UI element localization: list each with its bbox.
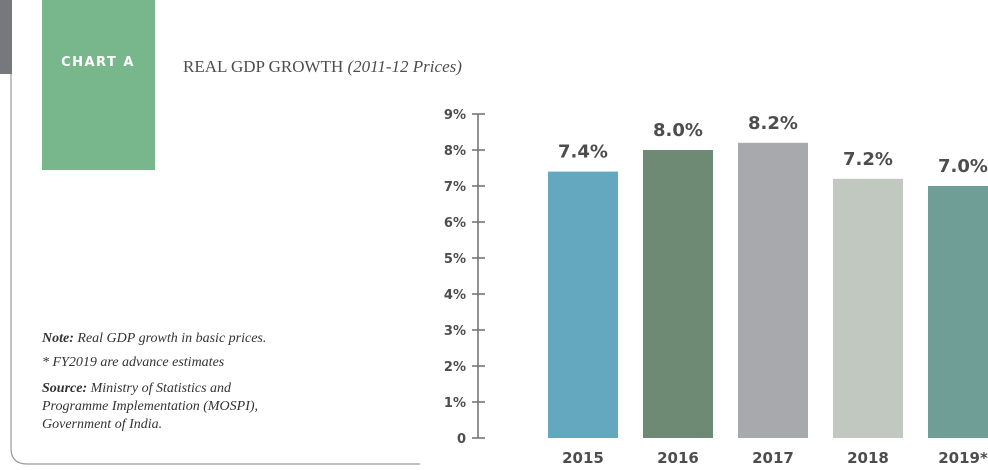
bar (738, 142, 808, 439)
x-tick-label: 2015 (562, 449, 604, 467)
note-text: Real GDP growth in basic prices. (76, 331, 266, 346)
source-label: Source: (42, 381, 87, 396)
value-label: 8.0% (653, 120, 703, 141)
x-tick-label: 2018 (847, 449, 889, 467)
bar (643, 150, 713, 438)
tag-box (42, 0, 155, 170)
tag: CHART A (61, 55, 135, 70)
side-accent (0, 0, 12, 74)
y-tick-label: 3% (444, 324, 466, 339)
y-tick-label: 4% (444, 288, 466, 303)
subtitle: (2011-12 Prices) (347, 57, 462, 76)
value-label: 7.0% (938, 156, 988, 177)
chart-title: REAL GDP GROWTH (2011-12 Prices) (183, 57, 462, 76)
source: Source: Ministry of Statistics and Progra… (41, 381, 258, 432)
y-tick-label: 6% (444, 216, 466, 231)
value-label: 8.2% (748, 113, 798, 134)
value-label: 7.4% (558, 142, 608, 163)
bar (548, 171, 618, 438)
y-tick-label: 5% (444, 252, 466, 267)
bar (833, 178, 903, 439)
bar (928, 186, 988, 438)
source-line: Ministry of Statistics and (90, 381, 232, 396)
source-line: Programme Implementation (MOSPI), (41, 399, 258, 414)
y-tick-label: 2% (444, 360, 466, 375)
y-tick-label: 1% (444, 396, 466, 411)
x-tick-label: 2019* (938, 449, 988, 467)
y-tick-label: 0 (457, 432, 466, 447)
note-label: Note: (41, 331, 74, 346)
value-label: 7.2% (843, 149, 893, 170)
y-tick-label: 8% (444, 144, 466, 159)
frame (10, 74, 420, 465)
source-line: Government of India. (42, 417, 162, 432)
x-tick-label: 2017 (752, 449, 794, 467)
footnote: * FY2019 are advance estimates (42, 355, 225, 370)
x-tick-label: 2016 (657, 449, 699, 467)
y-tick-label: 7% (444, 180, 466, 195)
y-tick-label: 9% (444, 108, 466, 123)
note: Note: Real GDP growth in basic prices. (41, 331, 266, 346)
title: REAL GDP GROWTH (183, 57, 343, 76)
